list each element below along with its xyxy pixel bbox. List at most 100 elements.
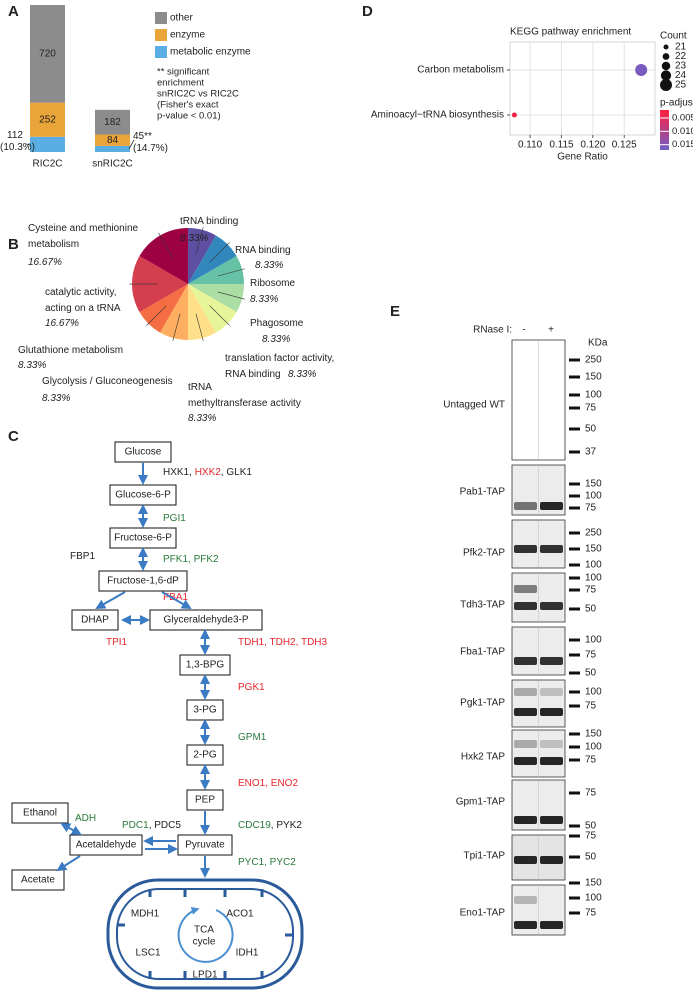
marker-label: 75: [585, 503, 597, 514]
blot-row-label: Pgk1-TAP: [460, 698, 505, 709]
x-tick-label: 0.120: [580, 140, 605, 151]
marker-label: 75: [585, 788, 597, 799]
node-label: 2-PG: [193, 750, 217, 761]
enzyme-label: TDH1, TDH2, TDH3: [238, 637, 328, 648]
node-box: [114, 441, 172, 463]
leader-line: [195, 313, 204, 341]
size-legend-dot: [663, 44, 669, 50]
lane-label: +: [548, 325, 554, 336]
colorbar: [660, 110, 669, 150]
marker-label: 150: [585, 479, 602, 490]
slice-label: Phagosome: [250, 318, 304, 329]
blot-band: [514, 816, 537, 824]
slice-label: tRNA binding: [180, 216, 239, 227]
leader-line: [128, 139, 135, 150]
enzyme-label: ENO1, ENO2: [238, 778, 298, 789]
leader-line: [209, 305, 230, 326]
enzyme-label: TPI1: [106, 637, 128, 648]
node-box: [177, 834, 233, 856]
size-legend-label: 25: [675, 80, 687, 91]
blot-row-label: Tpi1-TAP: [464, 851, 506, 862]
size-legend-dot: [660, 79, 672, 91]
bar-segment: [95, 145, 130, 152]
color-legend-title: p-adjust: [660, 98, 693, 109]
blot-row-label: Tdh3-TAP: [460, 600, 505, 611]
bar-segment: [30, 136, 65, 152]
legend-swatch: [155, 29, 167, 41]
slice-label: Cysteine and methionine metabolism: [28, 223, 139, 250]
legend-swatch: [155, 46, 167, 58]
panel-label: A: [8, 3, 19, 20]
leader-line: [146, 305, 167, 326]
marker-label: 100: [585, 491, 602, 502]
value-label: 84: [107, 135, 119, 146]
bar-segment: [95, 109, 130, 135]
tca-label: cycle: [193, 937, 216, 948]
slice-value-label: 8.33%: [288, 369, 317, 380]
marker-label: 100: [585, 687, 602, 698]
x-tick-label: 0.110: [518, 140, 543, 151]
bar-segment: [30, 5, 65, 103]
panel-label: D: [362, 3, 373, 20]
enzyme-name: HXK2: [195, 467, 222, 478]
pie-slice: [139, 228, 188, 284]
blot-band: [540, 657, 563, 665]
marker-label: 50: [585, 821, 597, 832]
legend-label: enzyme: [170, 30, 205, 41]
blot-band: [514, 757, 537, 765]
blot-band: [540, 602, 563, 610]
slice-label: Glycolysis / Gluconeogenesis: [42, 376, 173, 387]
marker-label: 250: [585, 528, 602, 539]
blot-band: [540, 740, 563, 748]
enzyme-name: HXK1,: [163, 467, 195, 478]
blot-band: [514, 657, 537, 665]
node-box: [71, 609, 119, 631]
colorbar-label: 0.010: [672, 126, 693, 137]
slice-value-label: 8.33%: [18, 360, 47, 371]
slice-value-label: 8.33%: [255, 260, 284, 271]
marker-label: 50: [585, 668, 597, 679]
pathway-arrow: [161, 591, 192, 609]
blot-band: [514, 545, 537, 553]
panel-label: B: [8, 236, 19, 253]
value-label: 112 (10.3%): [0, 130, 36, 153]
enzyme-name: , PYK2: [271, 820, 303, 831]
blot-band: [514, 602, 537, 610]
marker-label: 75: [585, 650, 597, 661]
size-legend-label: 22: [675, 51, 687, 62]
tca-enzyme: MDH1: [131, 909, 160, 920]
enzyme-label: PGI1: [163, 513, 186, 524]
blot-row-label: Untagged WT: [443, 400, 505, 411]
pathway-arrow: [95, 591, 126, 609]
y-tick-label: Carbon metabolism: [417, 65, 504, 76]
leader-line: [25, 143, 32, 146]
slice-label: translation factor activity, RNA binding: [225, 353, 335, 380]
slice-label: tRNA methyltransferase activity: [188, 382, 301, 409]
tca-label: TCA: [194, 925, 214, 936]
value-label: 182: [104, 117, 121, 128]
tca-cycle: [177, 906, 234, 963]
node-label: PEP: [195, 795, 215, 806]
marker-label: 150: [585, 729, 602, 740]
tca-enzyme: LSC1: [135, 948, 160, 959]
node-label: Pyruvate: [185, 840, 225, 851]
blot-row-label: Pfk2-TAP: [463, 548, 505, 559]
marker-label: 50: [585, 852, 597, 863]
plot-area: [509, 41, 656, 136]
slice-label: RNA binding: [235, 245, 291, 256]
enzyme-name: GPM1: [238, 732, 267, 743]
enzyme-name: PFK1, PFK2: [163, 554, 219, 565]
slice-value-label: 16.67%: [28, 257, 62, 268]
slice-value-label: 8.33%: [188, 413, 217, 424]
node-label: Fructose-6-P: [114, 533, 172, 544]
enzyme-name: PGK1: [238, 682, 265, 693]
blot-band: [514, 896, 537, 904]
blot-band: [540, 502, 563, 510]
slice-label: Glutathione metabolism: [18, 345, 124, 356]
leader-line: [209, 242, 230, 263]
enzyme-name: FBP1: [70, 551, 95, 562]
x-tick-label: RIC2C: [32, 159, 62, 170]
enzyme-name: , PDC5: [149, 820, 182, 831]
marker-label: 75: [585, 585, 597, 596]
